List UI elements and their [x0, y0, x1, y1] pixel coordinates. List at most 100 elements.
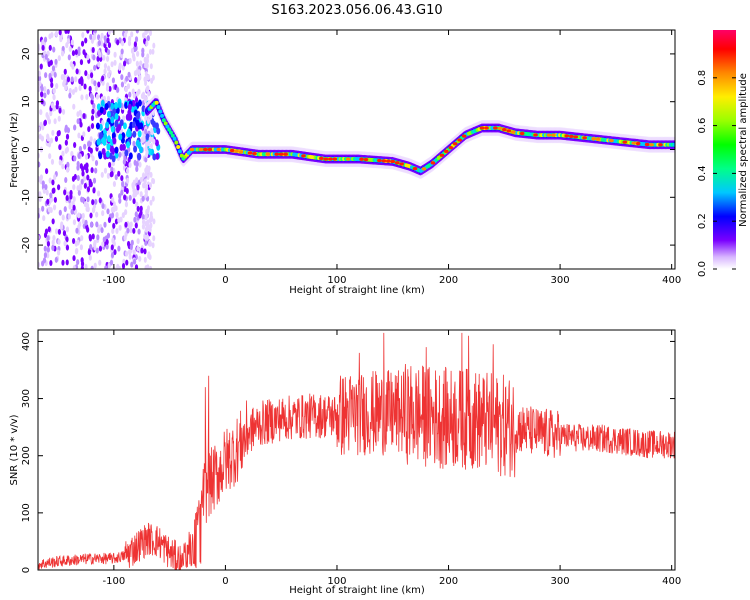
spectrogram-cell: [76, 239, 80, 246]
spectrogram-cell: [106, 72, 111, 79]
spectrogram-cell: [106, 172, 110, 179]
spectrogram-cell: [76, 160, 80, 167]
spectrogram-cell: [61, 214, 65, 221]
spectrogram-cell: [82, 49, 86, 56]
spectrogram-cell: [128, 35, 132, 42]
spectrogram-cell: [110, 102, 115, 110]
spectrogram-cell: [84, 219, 88, 226]
spectrogram-cell: [89, 136, 93, 143]
spectrogram-cell: [137, 76, 141, 83]
spectrogram-cell: [124, 86, 128, 93]
spectrogram-cell: [591, 137, 596, 141]
spectrogram-cell: [144, 80, 148, 87]
spectrogram-cell: [323, 157, 329, 161]
spectrogram-cell: [58, 209, 62, 216]
spectrogram-cell: [41, 124, 45, 131]
spectrogram-cell: [64, 147, 68, 154]
spectrogram-cell: [100, 99, 105, 107]
spectrogram-cell: [54, 30, 58, 37]
spectrogram-cell: [66, 161, 70, 168]
spectrogram-cell: [128, 253, 132, 260]
spectrogram-cell: [79, 244, 83, 251]
spectrogram-cell: [98, 51, 102, 58]
spectrogram-cell: [128, 57, 132, 64]
spectrogram-cell: [144, 234, 148, 241]
spectrogram-cell: [54, 135, 59, 142]
spectrogram-cell: [551, 133, 556, 137]
spectrogram-cell: [93, 262, 97, 269]
spectrogram-cell: [118, 197, 122, 204]
spectrogram-cell: [128, 194, 132, 201]
spectrogram-cell: [95, 122, 100, 130]
spectrogram-cell: [49, 192, 53, 199]
spectrogram-cell: [82, 131, 86, 138]
spectrogram-cell: [87, 126, 91, 133]
spectrogram-cell: [76, 175, 80, 182]
spectrogram-cell: [47, 118, 52, 125]
spectrogram-cell: [120, 175, 124, 182]
spectrogram-cell: [139, 191, 143, 198]
snr-ytick-label: 0: [21, 567, 32, 573]
spectrogram-cell: [147, 251, 151, 258]
spectrogram-cell: [128, 91, 132, 98]
spectrogram-cell: [146, 117, 150, 124]
spectrogram-cell: [72, 219, 77, 226]
spectrogram-cell: [43, 86, 47, 93]
spectrogram-cell: [345, 157, 351, 161]
spectrogram-cell: [64, 84, 68, 91]
spectrogram-cell: [128, 249, 132, 256]
spectrogram-cell: [568, 134, 574, 138]
spectrogram-cell: [108, 85, 112, 92]
spectrogram-cell: [39, 109, 43, 116]
spectrogram-cell: [151, 242, 155, 249]
spectrogram-cell: [124, 101, 129, 109]
spectrogram-cell: [138, 161, 142, 168]
spectrogram-cell: [149, 265, 153, 269]
spectrogram-cell: [148, 48, 152, 55]
spectrogram-cell: [61, 259, 65, 266]
spectrogram-cell: [103, 63, 108, 70]
colorbar-label: Normalized spectral amplitude: [738, 73, 749, 227]
spectrogram-cell: [152, 120, 157, 128]
spectrogram-cell: [152, 235, 156, 242]
spectrogram-cell: [46, 240, 51, 247]
spectrogram-cell: [144, 95, 148, 102]
spectrogram-cell: [163, 121, 168, 126]
spectrogram-cell: [61, 150, 65, 157]
spectrogram-cell: [141, 195, 145, 202]
spectrogram-cell: [58, 159, 62, 166]
spectrogram-cell: [69, 61, 73, 68]
spectrogram-cell: [41, 205, 45, 212]
spectrogram-cell: [143, 248, 147, 255]
spectrogram-cell: [533, 133, 538, 137]
spectrogram-cell: [130, 47, 135, 54]
spectrogram-cell: [131, 120, 136, 128]
spectrogram-cell: [110, 116, 115, 124]
snr-xlabel: Height of straight line (km): [289, 585, 425, 596]
spectrogram-cell: [55, 83, 59, 90]
snr-xtick-label: -100: [103, 576, 126, 587]
spectrogram-cell: [92, 177, 97, 184]
spectrogram-cell: [50, 158, 55, 165]
spectrogram-cell: [84, 37, 88, 44]
spectrogram-cell: [65, 244, 70, 251]
spectrogram-cell: [479, 126, 485, 130]
spectrogram-cell: [151, 195, 155, 202]
spectrogram-cell: [327, 157, 333, 161]
spectrogram-cell: [174, 140, 179, 145]
snr-ytick-label: 200: [21, 446, 32, 465]
spectrogram-cell: [48, 44, 52, 51]
spectrogram-cell: [41, 39, 45, 46]
spectrogram-cell: [141, 218, 146, 225]
spectrogram-cell: [51, 65, 56, 72]
spectrogram-cell: [96, 55, 100, 62]
spectrogram-cell: [54, 58, 58, 65]
spectrogram-cell: [41, 44, 45, 51]
spectrogram-cell: [84, 153, 89, 160]
spectrogram-cell: [150, 129, 154, 136]
spectrogram-cell: [38, 80, 42, 87]
spectrogram-cell: [63, 189, 67, 196]
spectrogram-cell: [106, 110, 111, 118]
spectrogram-cell: [107, 65, 111, 72]
spectrogram-cell: [399, 162, 404, 166]
